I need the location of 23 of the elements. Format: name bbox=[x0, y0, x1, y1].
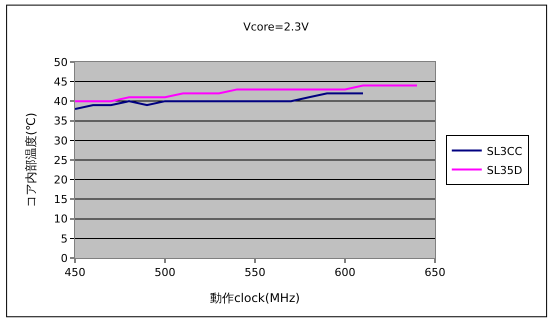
legend-label: SL3CC bbox=[486, 144, 523, 158]
x-axis-title: 動作clock(MHz) bbox=[210, 291, 300, 306]
y-tick-label: 35 bbox=[54, 114, 68, 128]
y-tick-label: 30 bbox=[54, 134, 68, 148]
line-series bbox=[75, 92, 364, 110]
y-tick-label: 5 bbox=[60, 232, 68, 246]
legend-label: SL35D bbox=[486, 164, 522, 177]
y-axis-title: コア内部温度(℃) bbox=[24, 112, 38, 208]
y-tick-label: 15 bbox=[54, 193, 68, 206]
y-tick-label: 40 bbox=[54, 95, 68, 108]
chart-title: Vcore=2.3V bbox=[243, 20, 310, 34]
y-tick-label: 20 bbox=[54, 173, 68, 186]
line-series bbox=[75, 84, 418, 102]
y-tick-label: 25 bbox=[54, 154, 68, 167]
y-tick-label: 50 bbox=[54, 56, 68, 69]
x-tick-label: 600 bbox=[334, 266, 356, 280]
x-tick-label: 500 bbox=[154, 266, 176, 280]
y-tick-label: 10 bbox=[54, 212, 68, 226]
x-tick-label: 550 bbox=[244, 266, 266, 280]
x-tick-label: 650 bbox=[424, 266, 446, 280]
y-tick-label: 45 bbox=[54, 75, 68, 88]
y-tick-label: 0 bbox=[60, 252, 68, 265]
x-tick-label: 450 bbox=[64, 266, 86, 280]
